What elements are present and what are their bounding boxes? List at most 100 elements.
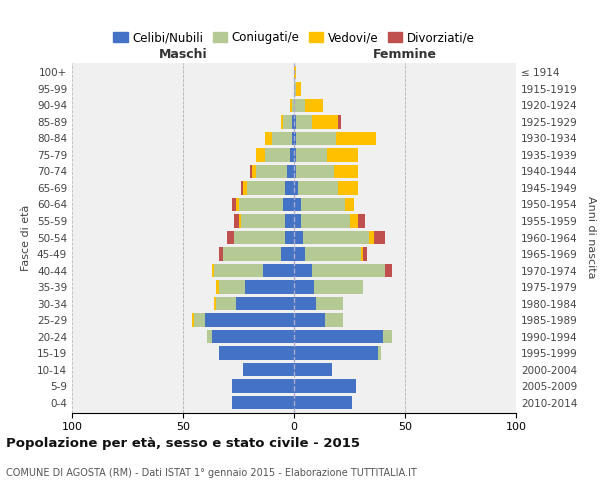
Bar <box>294 132 296 145</box>
Bar <box>316 297 343 310</box>
Bar <box>243 363 294 376</box>
Bar <box>281 247 294 261</box>
Bar <box>305 247 361 261</box>
Bar <box>328 148 358 162</box>
Bar <box>283 115 292 128</box>
Bar <box>294 330 383 344</box>
Bar <box>243 181 247 194</box>
Bar <box>298 181 338 194</box>
Bar <box>218 280 245 294</box>
Bar <box>296 164 334 178</box>
Bar <box>216 280 218 294</box>
Bar <box>294 247 305 261</box>
Bar <box>245 280 294 294</box>
Bar <box>383 330 392 344</box>
Text: Femmine: Femmine <box>373 48 437 61</box>
Bar <box>294 264 312 278</box>
Bar <box>241 214 285 228</box>
Bar <box>294 314 325 327</box>
Bar <box>283 198 294 211</box>
Bar <box>194 314 205 327</box>
Bar <box>294 380 356 393</box>
Bar <box>212 264 214 278</box>
Bar <box>292 115 294 128</box>
Bar <box>294 396 352 409</box>
Bar <box>294 346 379 360</box>
Bar <box>294 98 305 112</box>
Bar <box>287 164 294 178</box>
Bar <box>281 115 283 128</box>
Bar <box>265 132 272 145</box>
Bar <box>250 164 252 178</box>
Bar <box>294 82 296 96</box>
Text: COMUNE DI AGOSTA (RM) - Dati ISTAT 1° gennaio 2015 - Elaborazione TUTTITALIA.IT: COMUNE DI AGOSTA (RM) - Dati ISTAT 1° ge… <box>6 468 417 477</box>
Bar <box>312 115 338 128</box>
Bar <box>223 247 281 261</box>
Bar <box>218 247 223 261</box>
Bar <box>234 230 285 244</box>
Bar <box>232 396 294 409</box>
Bar <box>290 148 294 162</box>
Bar <box>336 132 376 145</box>
Bar <box>296 82 301 96</box>
Bar <box>218 346 294 360</box>
Bar <box>214 297 217 310</box>
Y-axis label: Fasce di età: Fasce di età <box>22 204 31 270</box>
Bar <box>214 264 263 278</box>
Bar <box>292 98 294 112</box>
Bar <box>296 148 328 162</box>
Legend: Celibi/Nubili, Coniugati/e, Vedovi/e, Divorziati/e: Celibi/Nubili, Coniugati/e, Vedovi/e, Di… <box>109 26 479 49</box>
Bar <box>349 214 358 228</box>
Bar <box>217 297 236 310</box>
Bar <box>232 380 294 393</box>
Bar <box>227 230 234 244</box>
Bar <box>294 181 298 194</box>
Bar <box>363 247 367 261</box>
Bar <box>379 346 380 360</box>
Bar <box>294 148 296 162</box>
Bar <box>263 264 294 278</box>
Bar <box>338 181 358 194</box>
Bar <box>236 297 294 310</box>
Bar <box>296 132 336 145</box>
Bar <box>294 66 296 79</box>
Bar <box>290 98 292 112</box>
Bar <box>314 280 363 294</box>
Bar <box>385 264 392 278</box>
Bar <box>374 230 385 244</box>
Bar <box>285 214 294 228</box>
Bar <box>370 230 374 244</box>
Bar <box>334 164 358 178</box>
Bar <box>239 214 241 228</box>
Bar <box>294 115 296 128</box>
Bar <box>294 280 314 294</box>
Bar <box>301 214 349 228</box>
Bar <box>305 98 323 112</box>
Bar <box>294 214 301 228</box>
Bar <box>265 148 290 162</box>
Bar <box>292 132 294 145</box>
Y-axis label: Anni di nascita: Anni di nascita <box>586 196 596 279</box>
Bar <box>294 230 303 244</box>
Bar <box>241 181 243 194</box>
Bar <box>325 314 343 327</box>
Bar <box>212 330 294 344</box>
Bar <box>294 297 316 310</box>
Text: Maschi: Maschi <box>158 48 208 61</box>
Bar <box>294 198 301 211</box>
Bar <box>192 314 194 327</box>
Bar <box>312 264 385 278</box>
Bar <box>252 164 256 178</box>
Bar <box>294 363 332 376</box>
Bar <box>285 230 294 244</box>
Text: Popolazione per età, sesso e stato civile - 2015: Popolazione per età, sesso e stato civil… <box>6 438 360 450</box>
Bar <box>272 132 292 145</box>
Bar <box>234 214 239 228</box>
Bar <box>232 198 236 211</box>
Bar <box>361 247 363 261</box>
Bar <box>358 214 365 228</box>
Bar <box>303 230 370 244</box>
Bar <box>256 164 287 178</box>
Bar <box>296 115 312 128</box>
Bar <box>236 198 239 211</box>
